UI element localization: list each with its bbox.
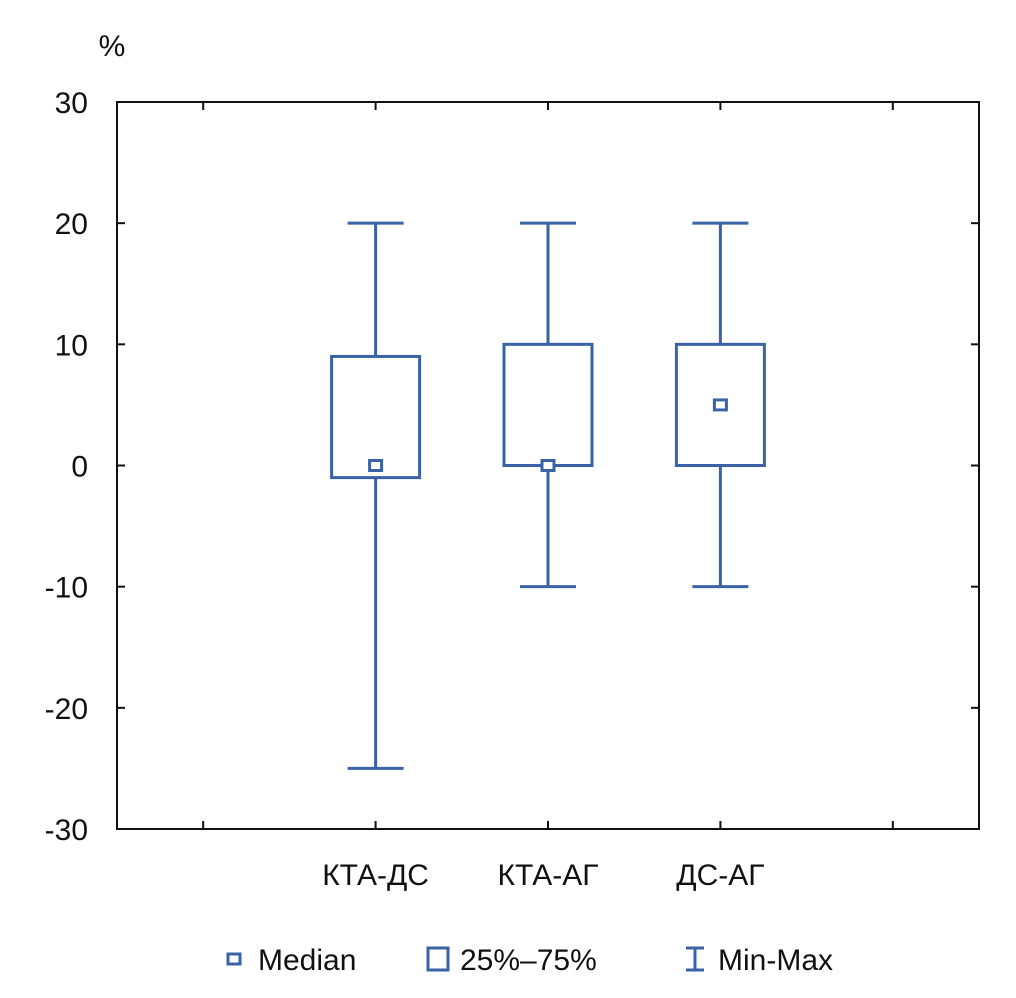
legend-label-minmax: Min-Max xyxy=(718,944,833,977)
y-tick-label: -20 xyxy=(45,693,88,726)
y-tick-label: 0 xyxy=(71,451,88,484)
box-2 xyxy=(502,221,594,589)
y-tick-label: 20 xyxy=(55,208,88,241)
y-tick-label: -10 xyxy=(45,572,88,605)
x-category-label: ДС-АГ xyxy=(676,859,764,892)
legend: Median 25%–75% Min-Max xyxy=(226,944,833,977)
x-category-label: КТА-ДС xyxy=(322,859,429,892)
median-marker xyxy=(712,398,728,412)
y-tick-label: -30 xyxy=(45,814,88,847)
median-marker xyxy=(368,459,384,472)
legend-label-box: 25%–75% xyxy=(460,944,597,977)
iqr-box xyxy=(502,342,594,468)
legend-median-symbol xyxy=(226,952,242,966)
y-axis-unit-label: % xyxy=(99,30,126,63)
legend-label-median: Median xyxy=(258,944,356,977)
y-axis: 30 20 10 0 -10 -20 -30 xyxy=(45,87,979,847)
box-3 xyxy=(674,221,766,589)
box-series xyxy=(330,221,766,770)
x-axis: КТА-ДС КТА-АГ ДС-АГ xyxy=(202,102,894,892)
y-tick-label: 30 xyxy=(55,87,88,120)
median-marker xyxy=(540,459,556,472)
box-1 xyxy=(330,221,422,770)
legend-box-symbol xyxy=(426,946,450,972)
x-category-label: КТА-АГ xyxy=(497,859,598,892)
iqr-box xyxy=(330,354,422,480)
iqr-box xyxy=(674,342,766,468)
y-tick-label: 10 xyxy=(55,329,88,362)
